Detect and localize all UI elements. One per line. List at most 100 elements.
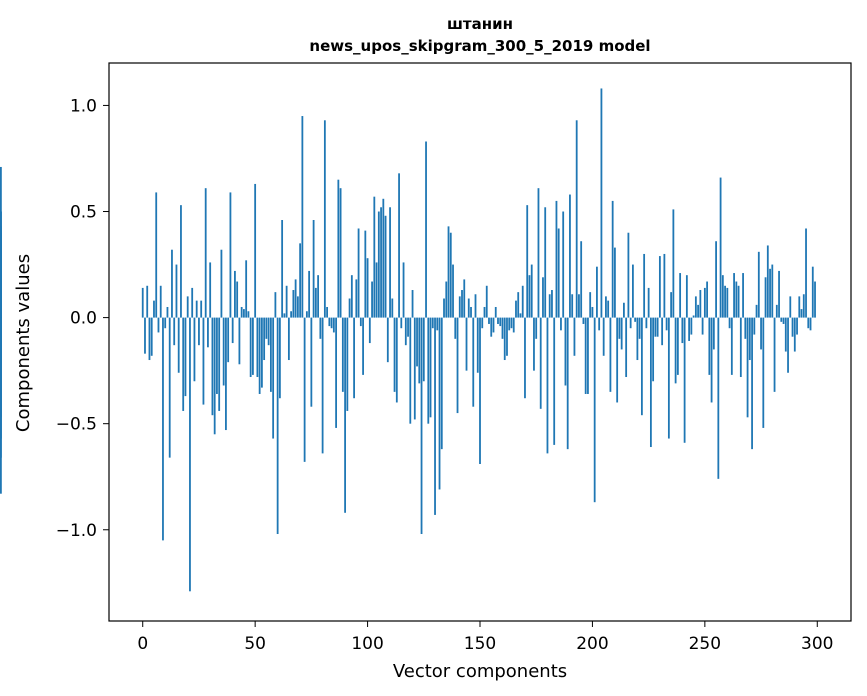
bar-70 <box>299 243 302 318</box>
bar-47 <box>247 311 250 318</box>
bar-78 <box>317 275 320 318</box>
bar-233 <box>665 317 668 331</box>
bar-74 <box>308 270 311 318</box>
bar-299 <box>814 281 816 318</box>
bar-149 <box>476 317 479 373</box>
bar-209 <box>611 200 614 318</box>
y-tick-label: 0.0 <box>70 309 97 329</box>
bar-147 <box>472 317 475 407</box>
bar-281 <box>773 317 776 392</box>
bar-114 <box>398 173 400 318</box>
bar-133 <box>440 317 443 450</box>
bar-208 <box>609 317 612 392</box>
bar-250 <box>703 287 706 318</box>
bar-1 <box>144 317 146 354</box>
x-tick-label: 300 <box>801 634 833 654</box>
bar-21 <box>189 317 191 592</box>
bar-107 <box>382 198 385 318</box>
bar-158 <box>497 317 499 324</box>
bar-252 <box>708 317 711 375</box>
bar-228 <box>654 317 657 337</box>
bar-270 <box>748 317 751 361</box>
bar-116 <box>402 262 405 318</box>
bar-286 <box>784 317 787 352</box>
bar-290 <box>793 317 796 352</box>
bar-236 <box>672 209 675 318</box>
bar-235 <box>670 292 673 318</box>
bar-234 <box>667 317 670 439</box>
bar-274 <box>757 251 760 318</box>
bar-108 <box>384 215 387 318</box>
bar-265 <box>737 285 740 318</box>
bar-182 <box>551 290 553 318</box>
bar-166 <box>515 300 517 318</box>
bar-79 <box>319 317 322 339</box>
bar-221 <box>638 317 641 339</box>
bar-244 <box>690 317 693 335</box>
bar-232 <box>663 253 666 318</box>
bar-45 <box>243 309 245 318</box>
bar-143 <box>463 279 466 318</box>
bar-219 <box>634 317 637 322</box>
bar-14 <box>173 317 176 346</box>
bar-119 <box>409 317 412 424</box>
bar-136 <box>447 226 450 318</box>
bar-57 <box>269 317 272 392</box>
bar-43 <box>238 317 241 365</box>
bar-151 <box>481 317 484 329</box>
bar-165 <box>512 317 515 333</box>
x-tick-label: 50 <box>244 634 266 654</box>
bar-251 <box>706 281 708 318</box>
bar-207 <box>607 300 610 318</box>
bar-87 <box>337 179 340 318</box>
bar-65 <box>287 317 290 361</box>
bar-46 <box>245 260 248 318</box>
bar-7 <box>157 317 160 333</box>
bar-80 <box>321 317 324 454</box>
bar-273 <box>755 304 758 318</box>
bar-36 <box>222 317 225 386</box>
bar-189 <box>566 317 569 450</box>
bar-222 <box>640 317 643 416</box>
bar-124 <box>420 317 423 535</box>
bar-192 <box>573 317 576 356</box>
bar-52 <box>258 317 261 394</box>
bar-90 <box>344 317 346 513</box>
bar-196 <box>582 317 585 324</box>
bar-129 <box>431 317 434 329</box>
bar-172 <box>528 275 531 318</box>
bar-undefined <box>0 226 2 318</box>
bar-285 <box>782 317 785 324</box>
bar-5 <box>153 300 155 318</box>
x-tick-label: 200 <box>576 634 608 654</box>
bar-10 <box>164 317 167 329</box>
y-tick-label: 1.0 <box>70 96 97 116</box>
bar-174 <box>533 317 535 371</box>
bar-93 <box>350 275 353 318</box>
bar-3 <box>148 317 151 361</box>
bar-155 <box>490 317 493 337</box>
bar-104 <box>375 262 378 318</box>
bar-262 <box>730 317 733 375</box>
bar-153 <box>485 285 488 318</box>
bar-30 <box>209 262 212 318</box>
bar-243 <box>688 317 691 341</box>
bar-146 <box>470 306 472 318</box>
bar-284 <box>780 317 783 322</box>
bar-170 <box>524 317 526 399</box>
bar-9 <box>162 317 164 541</box>
bar-216 <box>627 232 630 318</box>
bar-190 <box>569 194 571 318</box>
y-axis: −1.0 −0.5 0.0 0.5 1.0 <box>56 96 109 541</box>
bar-126 <box>425 141 427 318</box>
bar-199 <box>589 292 592 318</box>
bar-188 <box>564 317 567 386</box>
bar-289 <box>791 317 794 337</box>
bar-140 <box>456 317 459 414</box>
bar-37 <box>225 317 227 431</box>
bar-230 <box>658 256 661 318</box>
bar-224 <box>645 317 648 329</box>
bar-75 <box>310 317 313 407</box>
bar-187 <box>562 211 565 318</box>
